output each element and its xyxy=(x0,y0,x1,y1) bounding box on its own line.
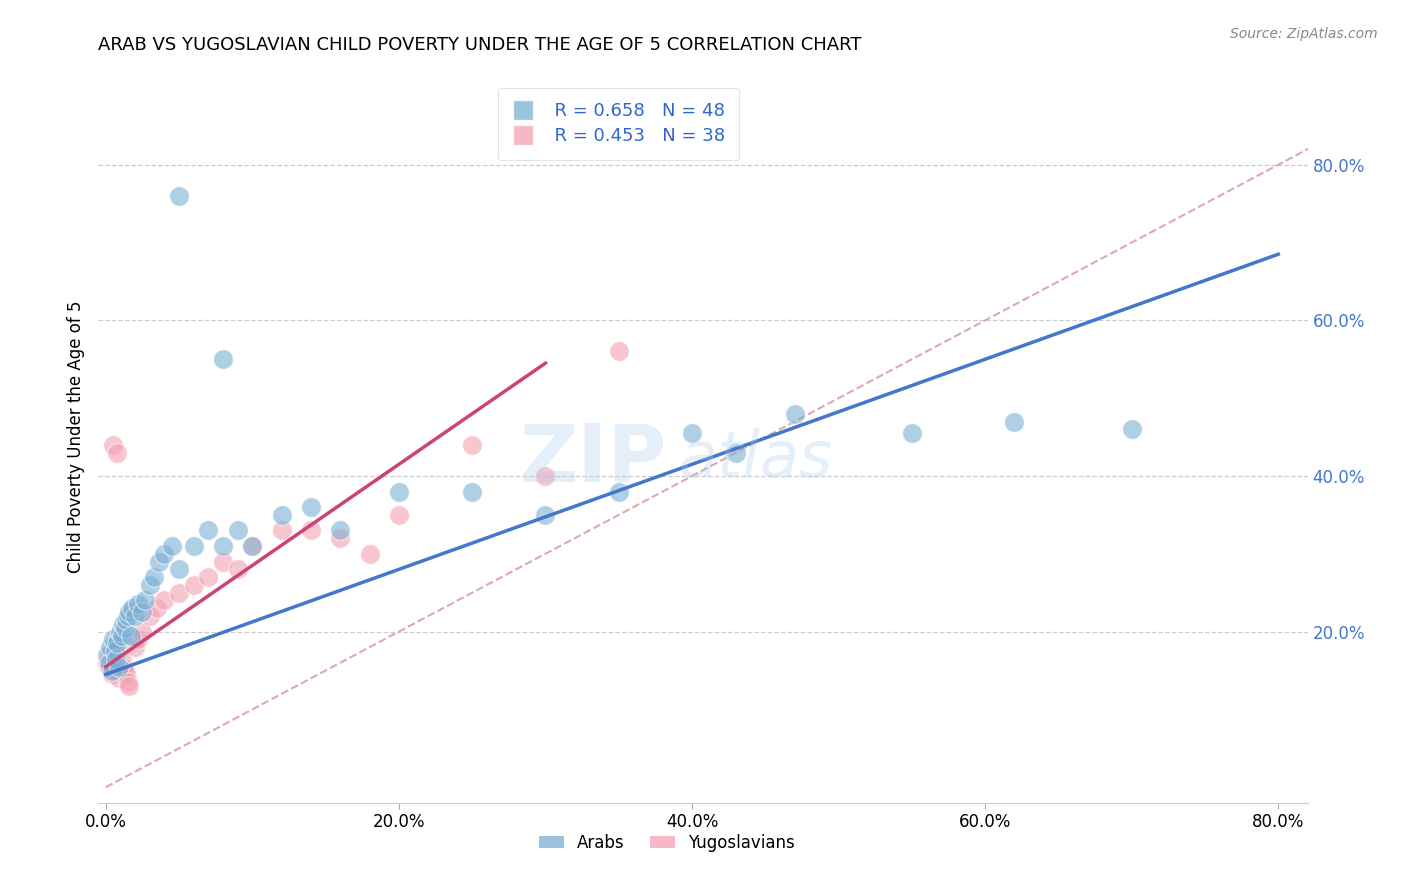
Point xyxy=(240,539,263,553)
Point xyxy=(329,531,352,545)
Point xyxy=(110,656,132,670)
Point xyxy=(100,667,122,681)
Point xyxy=(105,644,128,658)
Point xyxy=(101,632,124,647)
Point xyxy=(153,547,176,561)
Point xyxy=(146,601,169,615)
Point xyxy=(212,555,235,569)
Point xyxy=(270,508,292,522)
Point xyxy=(534,508,557,522)
Point xyxy=(111,628,134,642)
Point xyxy=(131,605,153,619)
Point xyxy=(197,524,219,538)
Point xyxy=(96,656,118,670)
Point xyxy=(103,644,125,658)
Point xyxy=(212,539,235,553)
Point xyxy=(107,636,129,650)
Point xyxy=(111,652,134,666)
Point xyxy=(183,578,205,592)
Point xyxy=(461,438,484,452)
Point xyxy=(110,624,132,639)
Point xyxy=(121,601,143,615)
Point xyxy=(127,632,149,647)
Point xyxy=(167,562,190,576)
Point xyxy=(101,652,124,666)
Point xyxy=(127,598,149,612)
Point xyxy=(97,659,120,673)
Point xyxy=(134,593,156,607)
Point xyxy=(461,484,484,499)
Point xyxy=(783,407,806,421)
Text: ZIP: ZIP xyxy=(519,420,666,498)
Point xyxy=(270,524,292,538)
Point xyxy=(167,189,190,203)
Point xyxy=(359,547,381,561)
Point xyxy=(96,648,118,662)
Point xyxy=(112,659,135,673)
Point xyxy=(1121,422,1143,436)
Point xyxy=(124,609,146,624)
Text: Source: ZipAtlas.com: Source: ZipAtlas.com xyxy=(1230,27,1378,41)
Text: atlas: atlas xyxy=(679,428,834,490)
Point xyxy=(115,613,138,627)
Point xyxy=(153,593,176,607)
Point xyxy=(388,484,411,499)
Point xyxy=(98,648,121,662)
Legend: Arabs, Yugoslavians: Arabs, Yugoslavians xyxy=(530,826,803,860)
Point xyxy=(98,640,121,655)
Point xyxy=(101,438,124,452)
Point xyxy=(103,664,125,678)
Point xyxy=(607,344,630,359)
Point xyxy=(329,524,352,538)
Point xyxy=(724,445,747,459)
Point xyxy=(115,667,138,681)
Point xyxy=(118,605,141,619)
Point xyxy=(167,585,190,599)
Point xyxy=(681,426,703,441)
Point xyxy=(183,539,205,553)
Text: ARAB VS YUGOSLAVIAN CHILD POVERTY UNDER THE AGE OF 5 CORRELATION CHART: ARAB VS YUGOSLAVIAN CHILD POVERTY UNDER … xyxy=(98,36,862,54)
Point xyxy=(226,562,249,576)
Point xyxy=(105,652,128,666)
Point xyxy=(100,664,122,678)
Point xyxy=(120,628,142,642)
Point xyxy=(212,352,235,367)
Point xyxy=(148,555,170,569)
Point xyxy=(117,675,139,690)
Point xyxy=(160,539,183,553)
Point xyxy=(131,624,153,639)
Point xyxy=(388,508,411,522)
Point xyxy=(197,570,219,584)
Point xyxy=(108,659,131,673)
Point xyxy=(114,621,136,635)
Point xyxy=(138,609,160,624)
Point xyxy=(108,671,131,685)
Point xyxy=(607,484,630,499)
Point xyxy=(299,500,322,515)
Point xyxy=(240,539,263,553)
Point xyxy=(226,524,249,538)
Point xyxy=(107,445,129,459)
Point xyxy=(534,469,557,483)
Point xyxy=(299,524,322,538)
Point xyxy=(901,426,924,441)
Point xyxy=(1004,415,1026,429)
Point xyxy=(138,578,160,592)
Point xyxy=(117,609,139,624)
Y-axis label: Child Poverty Under the Age of 5: Child Poverty Under the Age of 5 xyxy=(66,301,84,574)
Point xyxy=(143,570,166,584)
Point xyxy=(107,640,129,655)
Point xyxy=(114,664,136,678)
Point xyxy=(112,616,135,631)
Point xyxy=(124,640,146,655)
Point xyxy=(118,679,141,693)
Point xyxy=(97,656,120,670)
